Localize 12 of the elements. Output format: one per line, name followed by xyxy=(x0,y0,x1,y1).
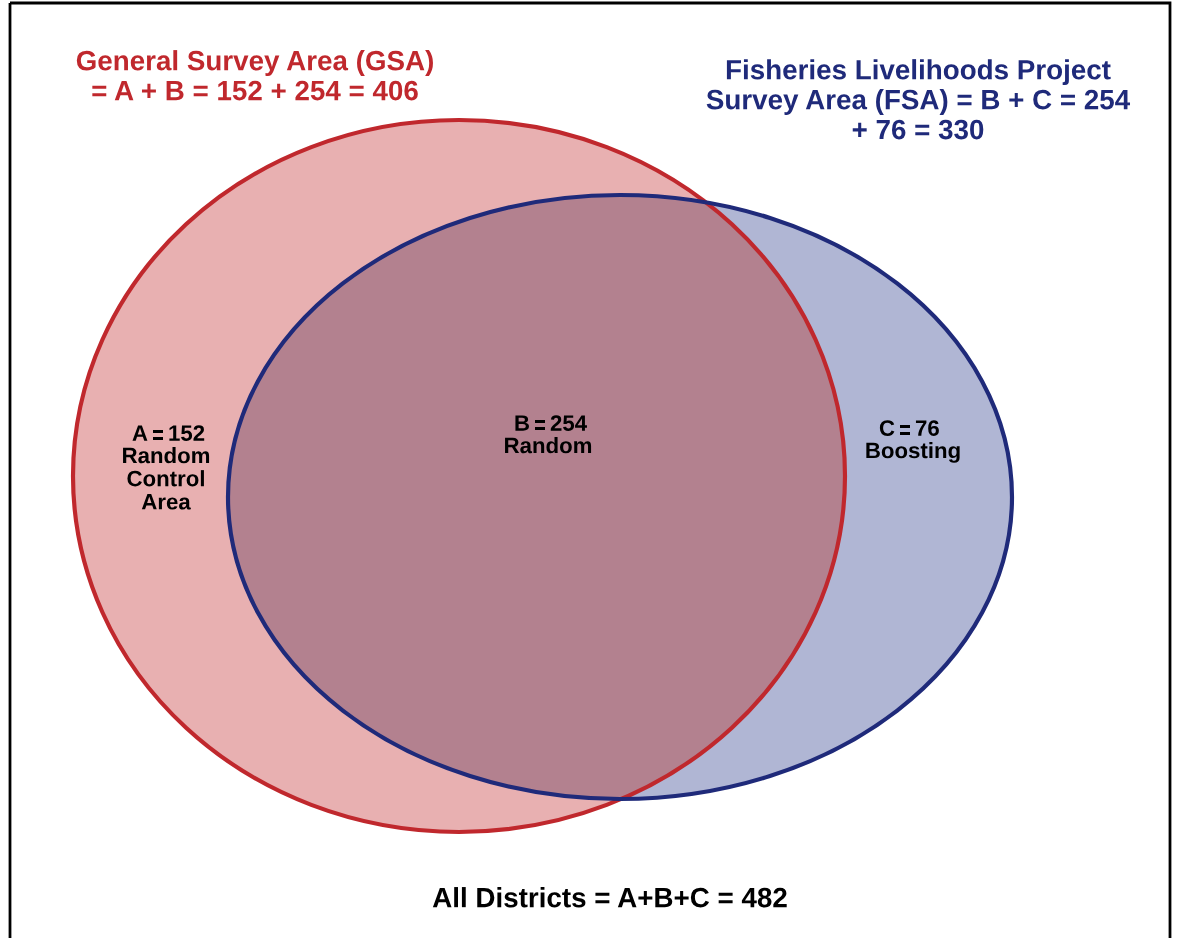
text: Boosting xyxy=(866,442,960,463)
text: All Districts = A+B+C = 482 xyxy=(432,887,787,908)
text: Random xyxy=(505,437,592,454)
category-label: C xyxy=(879,420,895,436)
text: General Survey Area (GSA) = A + B = 152 + 254 = 406 xyxy=(76,50,433,101)
category-label: A xyxy=(132,425,148,441)
category-label: B xyxy=(515,415,529,431)
text: Fisheries Livelihoods Project Survey Area (FSA) = B + C = 254 + 76 = 330 xyxy=(706,59,1131,140)
data-label: 152 xyxy=(169,425,205,441)
data-label: 76 xyxy=(915,420,939,436)
data-label: 254 xyxy=(550,415,587,431)
text: Random Control Area xyxy=(123,447,210,510)
